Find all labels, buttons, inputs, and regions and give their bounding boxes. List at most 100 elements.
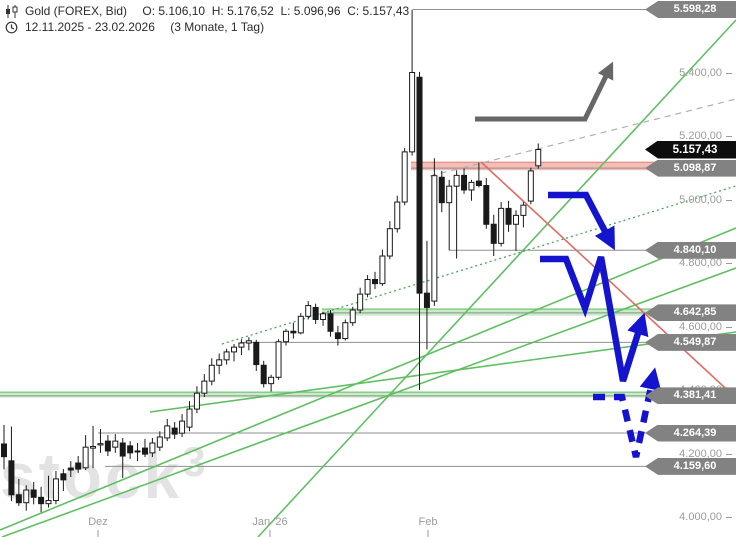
price-tick-mark bbox=[726, 199, 732, 201]
period-setting: (3 Monate, 1 Tag) bbox=[170, 20, 265, 34]
annotation-arrows bbox=[475, 61, 662, 458]
candle bbox=[461, 174, 468, 191]
candle bbox=[23, 489, 30, 504]
price-tick-4.600,00: 4.600,00 bbox=[679, 320, 722, 333]
candle bbox=[245, 340, 252, 344]
green-uptrend-steep bbox=[257, 19, 736, 537]
candle bbox=[38, 496, 45, 505]
candle bbox=[483, 185, 490, 225]
price-level-badge-4.642,85: 4.642,85 bbox=[645, 304, 736, 322]
candle bbox=[104, 440, 111, 452]
candle bbox=[149, 442, 156, 454]
price-tick-4.800,00: 4.800,00 bbox=[679, 257, 722, 269]
candle bbox=[320, 313, 327, 321]
candle bbox=[15, 494, 22, 504]
candle bbox=[216, 359, 223, 366]
price-level-badge-5.098,87: 5.098,87 bbox=[645, 159, 736, 177]
candle bbox=[67, 467, 74, 471]
candle bbox=[490, 223, 497, 244]
candle bbox=[282, 330, 289, 343]
candle bbox=[141, 447, 148, 455]
price-tick-4.200,00: 4.200,00 bbox=[679, 447, 722, 460]
candle bbox=[97, 443, 104, 446]
blue-projection-arrow-1 bbox=[548, 191, 615, 251]
date-range-row: 12.11.2025 - 23.02.2026 (3 Monate, 1 Tag… bbox=[5, 19, 409, 35]
current-price-badge: 5.157,43 bbox=[645, 140, 736, 159]
candle bbox=[394, 201, 401, 230]
price-level-badge-4.159,60: 4.159,60 bbox=[645, 457, 736, 475]
candle bbox=[364, 279, 371, 295]
candle bbox=[372, 279, 378, 285]
candlestick-chart-icon bbox=[6, 4, 18, 18]
candle bbox=[498, 207, 505, 244]
candle bbox=[193, 392, 200, 410]
price-level-badge-4.840,10: 4.840,10 bbox=[645, 241, 736, 259]
candle bbox=[416, 76, 423, 294]
ohlc-values: O: 5.106,10 H: 5.176,52 L: 5.096,96 C: 5… bbox=[142, 4, 410, 18]
time-axis-label-Dez: Dez bbox=[88, 516, 108, 528]
candle bbox=[401, 151, 408, 203]
candle bbox=[290, 330, 297, 334]
candle bbox=[453, 174, 460, 187]
candle bbox=[342, 322, 349, 340]
blue-projection-arrow-2 bbox=[540, 255, 649, 382]
candle bbox=[446, 185, 453, 204]
date-range: 12.11.2025 - 23.02.2026 bbox=[25, 20, 155, 34]
candle bbox=[379, 255, 386, 285]
price-tick-5.200,00: 5.200,00 bbox=[679, 130, 722, 142]
price-level-badge-4.381,41: 4.381,41 bbox=[645, 387, 736, 405]
candle bbox=[223, 351, 230, 361]
price-tick-4.000,00: 4.000,00 bbox=[679, 511, 722, 523]
price-tick-5.000,00: 5.000,00 bbox=[679, 193, 722, 206]
time-axis-label-Jan '26: Jan '26 bbox=[252, 516, 288, 528]
candle bbox=[535, 149, 542, 167]
candle bbox=[119, 442, 126, 457]
svg-text:stock3: stock3 bbox=[0, 438, 209, 512]
price-tick-mark bbox=[726, 263, 732, 264]
candle bbox=[423, 292, 430, 308]
candle bbox=[409, 72, 416, 153]
candle bbox=[438, 176, 445, 204]
price-tick-5.400,00: 5.400,00 bbox=[679, 66, 722, 79]
candle bbox=[164, 425, 171, 439]
candle bbox=[82, 446, 89, 469]
candle bbox=[512, 214, 519, 225]
horizontal-level-lines bbox=[0, 9, 736, 467]
candle bbox=[231, 346, 238, 353]
candle bbox=[520, 204, 527, 216]
support-zone-4381 bbox=[0, 392, 736, 398]
candle bbox=[327, 313, 334, 332]
gray-dashed-line bbox=[429, 98, 736, 177]
candle bbox=[431, 175, 438, 302]
candle bbox=[312, 306, 319, 321]
candle bbox=[90, 446, 97, 449]
candle bbox=[201, 380, 208, 394]
price-tick-mark bbox=[726, 326, 732, 328]
candle bbox=[60, 473, 67, 481]
time-axis-ticks bbox=[97, 530, 429, 537]
candle bbox=[75, 462, 82, 470]
red-downtrend-line bbox=[480, 161, 736, 399]
candle bbox=[186, 408, 193, 428]
candle bbox=[208, 364, 215, 382]
candle bbox=[260, 364, 267, 385]
candle bbox=[1, 443, 7, 458]
price-tick-mark bbox=[726, 453, 732, 455]
stock3-watermark: stock3 bbox=[0, 438, 209, 512]
candles-layer bbox=[1, 9, 542, 513]
candle bbox=[275, 341, 282, 378]
candle bbox=[297, 315, 304, 334]
candle bbox=[334, 332, 341, 340]
candle bbox=[52, 478, 59, 501]
candle bbox=[357, 293, 364, 311]
price-tick-mark bbox=[726, 136, 732, 137]
candle bbox=[134, 450, 141, 453]
resistance-zone-5098 bbox=[411, 162, 736, 171]
candle bbox=[527, 170, 534, 202]
candle bbox=[475, 180, 482, 187]
candle bbox=[30, 489, 37, 498]
candle bbox=[505, 207, 512, 225]
price-level-badge-4.264,39: 4.264,39 bbox=[645, 424, 736, 442]
